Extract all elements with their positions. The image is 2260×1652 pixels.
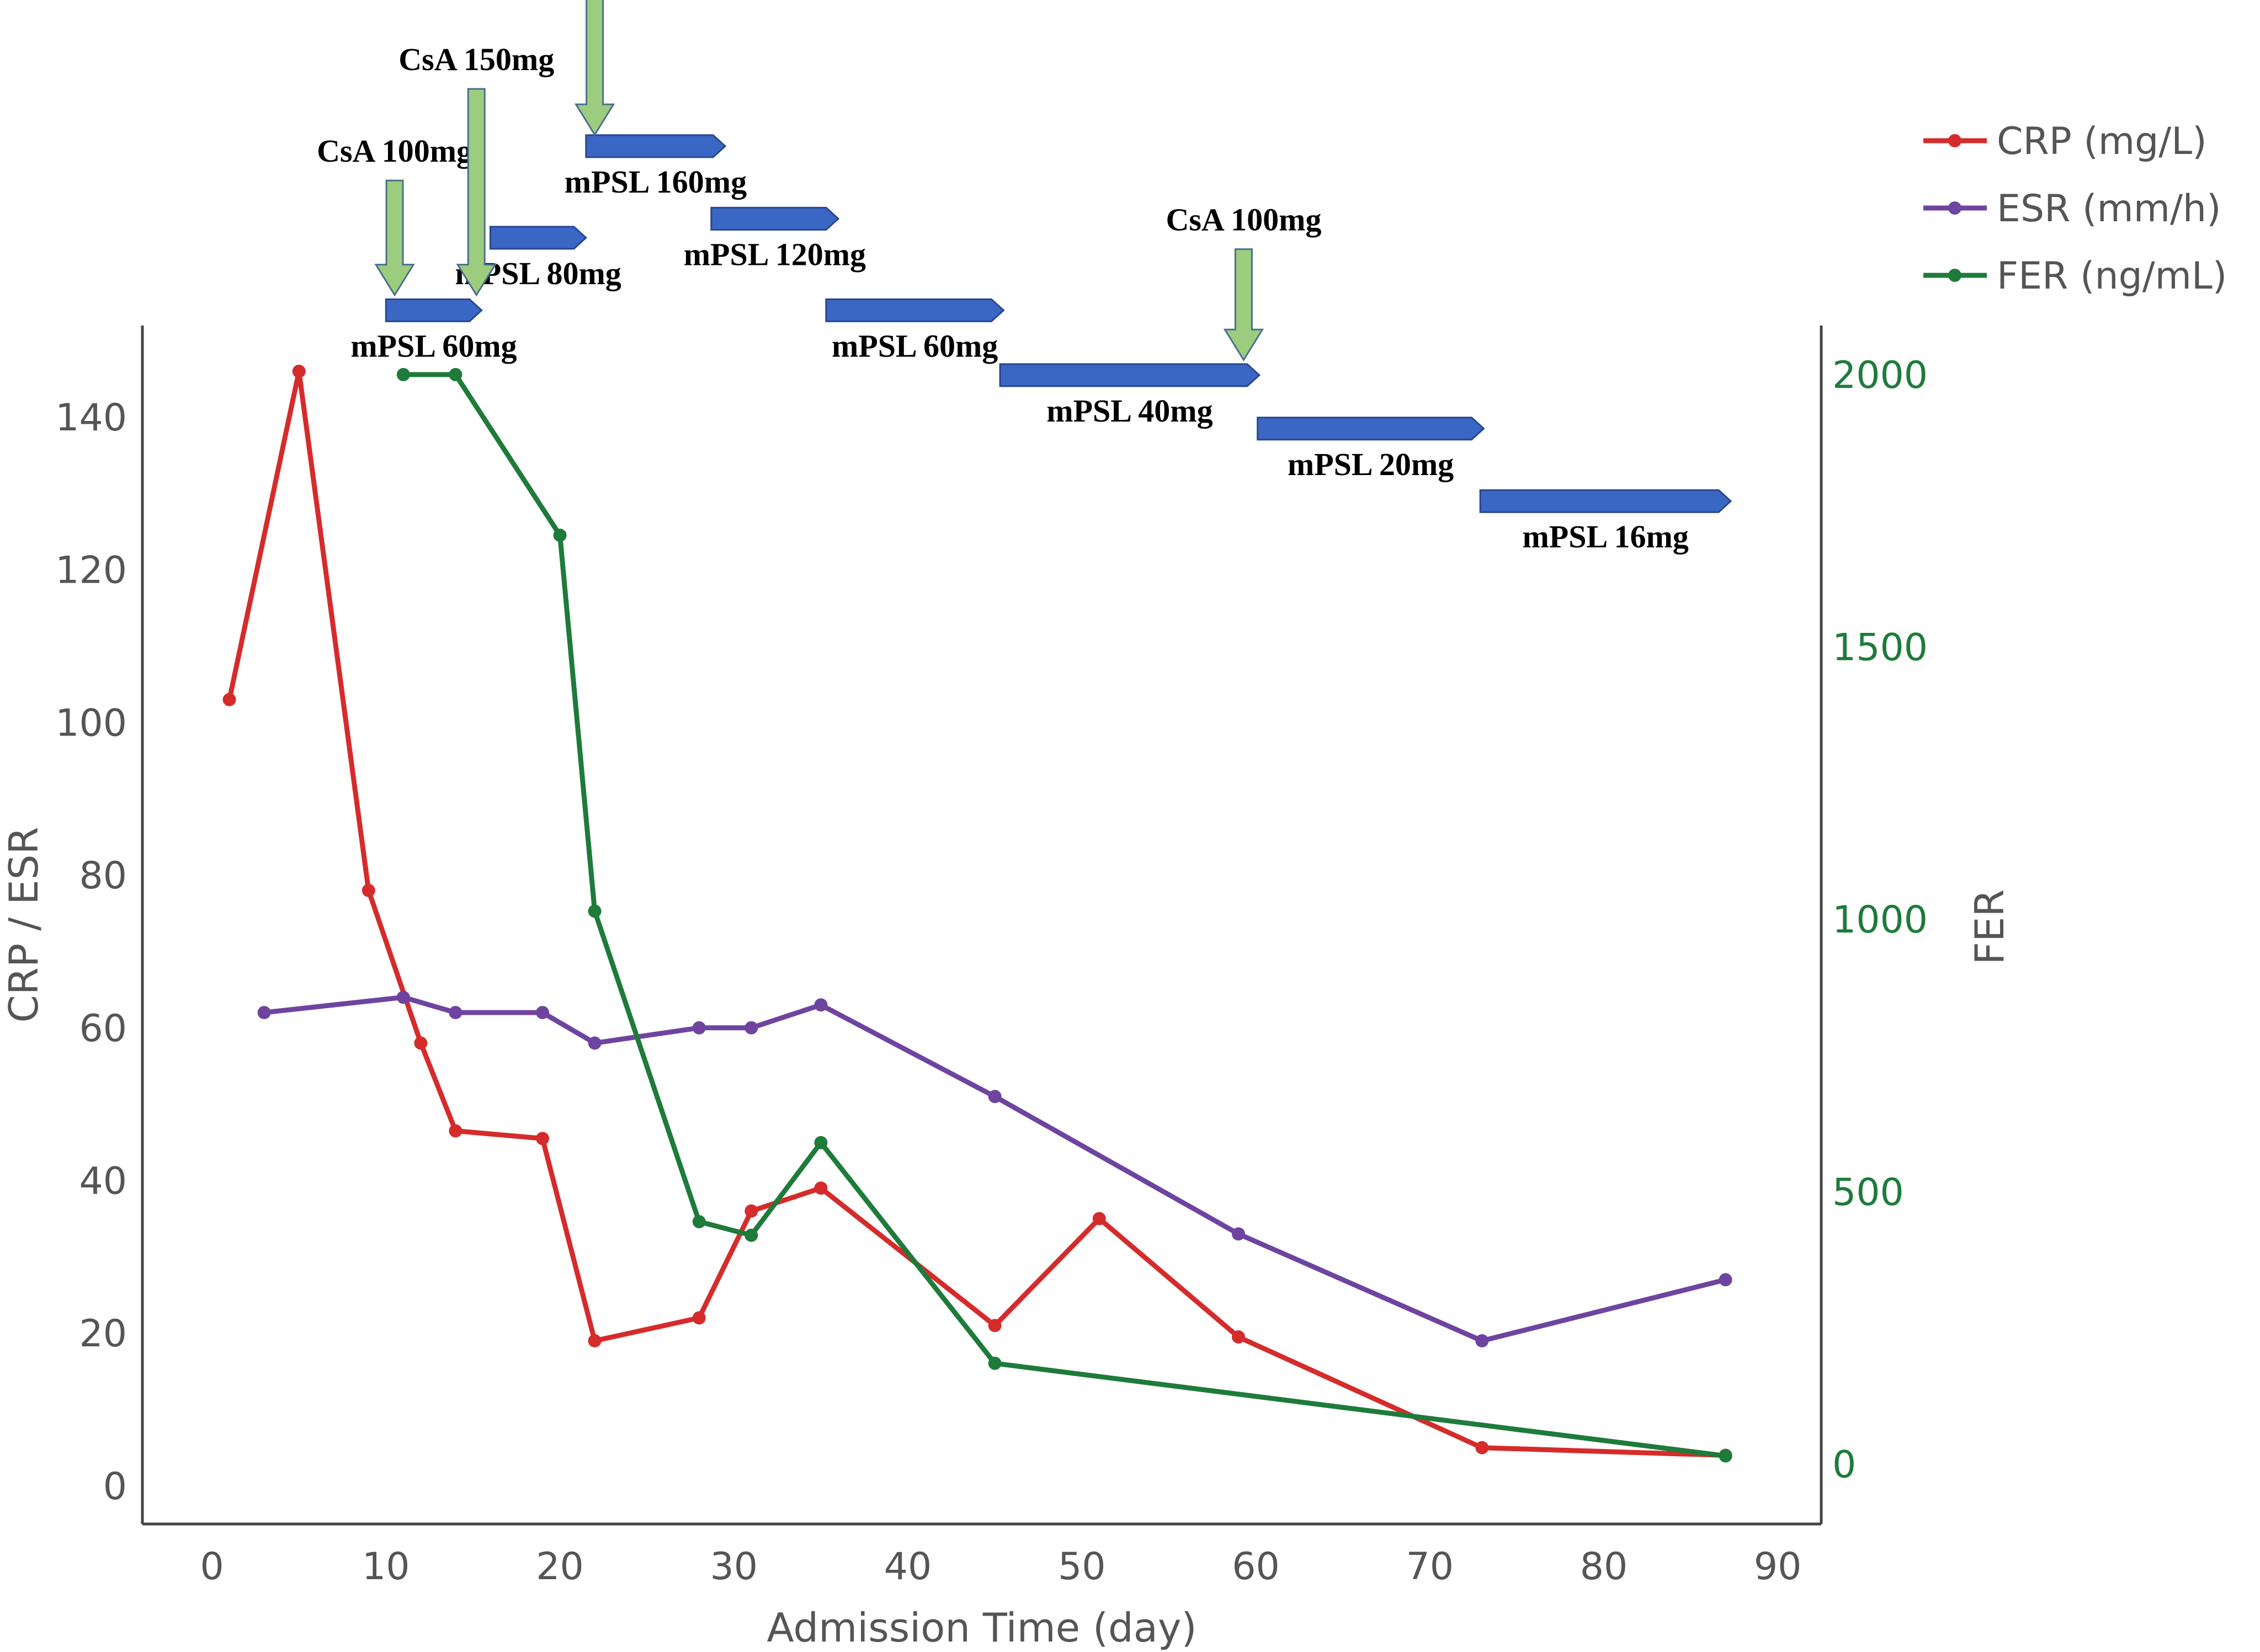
axes: 0 10 20 30 40 50 60 70 80 90 0 20 40 60 80 100 120 140 0 50… [1, 326, 2013, 1651]
legend-label: CRP (mg/L) [1997, 120, 2207, 163]
steroid-bar [385, 298, 483, 322]
x-tick-label: 0 [200, 1545, 224, 1589]
x-tick-label: 40 [884, 1545, 932, 1589]
y-axis-title: CRP / ESR [1, 827, 47, 1023]
y2-tick-label: 0 [1832, 1443, 1856, 1486]
steroid-bar-label: mPSL 40mg [1046, 393, 1213, 429]
data-point [1475, 1441, 1489, 1454]
data-point [588, 1334, 602, 1347]
csa-arrow-label: CsA 100mg [1166, 202, 1321, 238]
data-point [361, 883, 375, 897]
y-tick-label: 20 [79, 1312, 127, 1356]
data-point [814, 1181, 828, 1195]
x-tick-label: 20 [536, 1545, 584, 1589]
y-tick-label: 100 [55, 701, 127, 745]
x-tick-label: 30 [710, 1545, 758, 1589]
data-point [988, 1090, 1002, 1104]
legend-swatch-marker [1948, 269, 1961, 282]
data-point [1231, 1330, 1245, 1344]
data-point [292, 365, 306, 379]
data-point [414, 1036, 428, 1050]
data-point [396, 990, 410, 1004]
y-tick-label: 80 [79, 854, 127, 898]
steroid-bar [710, 206, 840, 231]
data-point [988, 1319, 1002, 1333]
data-point [692, 1215, 706, 1229]
data-point [1231, 1227, 1245, 1241]
legend-swatch-marker [1948, 134, 1961, 147]
y-tick-label: 0 [103, 1465, 127, 1509]
x-tick-label: 50 [1058, 1545, 1106, 1589]
steroid-bar-label: mPSL 20mg [1288, 446, 1454, 482]
x-tick-label: 70 [1406, 1545, 1454, 1589]
data-point [257, 1006, 271, 1020]
steroid-bar [585, 134, 727, 158]
y-tick-label: 120 [55, 549, 127, 593]
data-point [745, 1021, 758, 1035]
csa-arrow [374, 179, 415, 297]
data-point [222, 692, 236, 706]
data-point [692, 1021, 706, 1035]
legend-label: ESR (mm/h) [1997, 187, 2221, 231]
series-line [264, 994, 1726, 1344]
legend: CRP (mg/L) ESR (mm/h) FER (ng/mL) [1923, 120, 2227, 298]
csa-arrow [574, 0, 615, 136]
x-axis-title: Admission Time (day) [767, 1605, 1197, 1651]
csa-arrow [456, 88, 497, 297]
steroid-bar [1257, 417, 1485, 441]
data-point [449, 1006, 462, 1020]
y2-tick-label: 1000 [1832, 898, 1928, 942]
csa-arrow-label: CsA 150mg [398, 41, 554, 77]
data-point [988, 1356, 1002, 1370]
x-tick-label: 80 [1580, 1545, 1628, 1589]
steroid-bar-label: mPSL 16mg [1522, 519, 1688, 555]
data-point [1719, 1449, 1732, 1463]
y2-axis-title: FER [1966, 889, 2013, 965]
series-line [227, 369, 1726, 1458]
data-point [588, 1036, 602, 1050]
csa-arrow [1223, 248, 1264, 362]
data-point [1092, 1212, 1106, 1225]
data-series [222, 365, 1732, 1463]
legend-label: FER (ng/mL) [1997, 254, 2227, 298]
data-point [1475, 1334, 1489, 1347]
data-point [692, 1311, 706, 1325]
y2-tick-label: 2000 [1832, 354, 1928, 397]
steroid-bar-label: mPSL 160mg [565, 164, 747, 200]
y2-tick-label: 500 [1832, 1171, 1904, 1214]
data-point [553, 529, 567, 542]
data-point [536, 1006, 550, 1020]
steroid-bar-label: mPSL 60mg [832, 328, 998, 364]
steroid-bar [999, 363, 1261, 387]
steroid-bar-label: mPSL 60mg [350, 328, 517, 364]
y-tick-label: 140 [55, 396, 127, 440]
csa-arrow-label: CsA 100mg [317, 133, 472, 169]
data-point [449, 367, 462, 381]
y2-tick-label: 1500 [1832, 626, 1928, 669]
data-point [536, 1132, 550, 1145]
steroid-bar [1479, 489, 1732, 513]
y-tick-label: 40 [79, 1159, 127, 1203]
x-tick-label: 90 [1754, 1545, 1802, 1589]
steroid-bar-label: mPSL 120mg [684, 236, 866, 272]
data-point [396, 367, 410, 381]
data-point [449, 1124, 462, 1138]
data-point [745, 1204, 758, 1218]
steroid-bar [489, 226, 588, 250]
data-point [588, 904, 602, 918]
data-point [814, 998, 828, 1012]
data-point [745, 1228, 758, 1242]
data-point [1719, 1273, 1732, 1287]
steroid-bar [825, 298, 1005, 322]
data-point [814, 1136, 828, 1149]
x-tick-label: 60 [1232, 1545, 1280, 1589]
x-tick-label: 10 [362, 1545, 410, 1589]
y-tick-label: 60 [79, 1007, 127, 1051]
legend-swatch-marker [1948, 201, 1961, 215]
